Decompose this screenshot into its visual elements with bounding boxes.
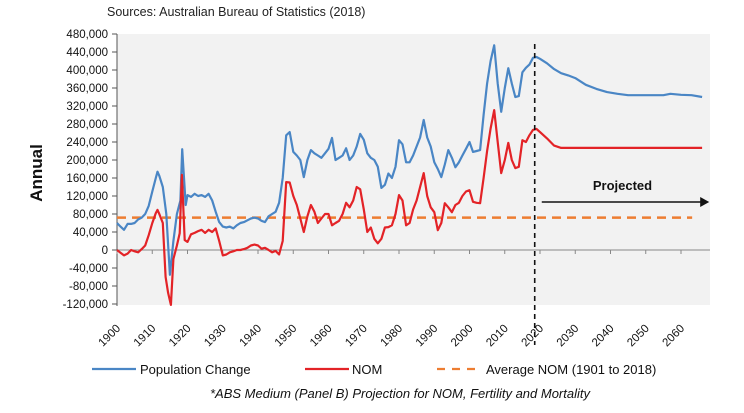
y-tick-label: -40,000	[69, 263, 108, 275]
x-tick-label: 1980	[379, 323, 406, 350]
y-tick-label: 0	[102, 245, 108, 257]
y-tick-label: 80,000	[73, 209, 108, 221]
series-group	[116, 44, 703, 306]
legend-label: Average NOM (1901 to 2018)	[486, 362, 656, 377]
x-tick-label: 1970	[343, 323, 370, 350]
y-tick-label: 240,000	[66, 137, 108, 149]
legend-label: Population Change	[140, 362, 251, 377]
source-note: Sources: Australian Bureau of Statistics…	[107, 5, 366, 19]
x-tick-label: 1960	[308, 323, 335, 350]
y-axis: 480,000 440,000 400,000 360,000 320,000 280,0…	[63, 29, 118, 311]
y-tick-label: 200,000	[66, 155, 108, 167]
projected-label: Projected	[593, 178, 652, 193]
x-tick-label: 1940	[238, 323, 265, 350]
x-tick-label: 1910	[132, 323, 159, 350]
x-tick-label: 2020	[520, 323, 547, 350]
y-tick-label: 320,000	[66, 101, 108, 113]
y-tick-label: 400,000	[66, 65, 108, 77]
footnote: *ABS Medium (Panel B) Projection for NOM…	[209, 386, 590, 401]
x-tick-label: 2030	[555, 323, 582, 350]
x-tick-label: 1920	[167, 323, 194, 350]
y-tick-label: 120,000	[66, 191, 108, 203]
x-tick-label: 2060	[661, 323, 688, 350]
y-tick-label: 360,000	[66, 83, 108, 95]
legend-label: NOM	[352, 362, 382, 377]
x-tick-label: 2050	[625, 323, 652, 350]
x-tick-label: 1950	[273, 323, 300, 350]
legend: Population Change NOM Average NOM (1901 to…	[92, 362, 656, 377]
projected-arrowhead-icon	[700, 197, 710, 207]
x-tick-label: 1990	[414, 323, 441, 350]
x-tick-label: 2040	[590, 323, 617, 350]
y-tick-label: 160,000	[66, 173, 108, 185]
x-tick-label: 1930	[202, 323, 229, 350]
y-tick-label: 280,000	[66, 119, 108, 131]
y-tick-label: 480,000	[66, 29, 108, 41]
y-tick-label: 40,000	[73, 227, 108, 239]
x-tick-label: 2010	[484, 323, 511, 350]
x-tick-label: 2000	[449, 323, 476, 350]
annotations: Projected	[533, 44, 710, 345]
x-tick-label: 1900	[97, 323, 124, 350]
y-tick-label: 440,000	[66, 47, 108, 59]
series-line-population-change	[116, 44, 703, 276]
y-tick-label: -80,000	[69, 281, 108, 293]
y-tick-label: -120,000	[63, 299, 108, 311]
series-line-nom	[116, 109, 703, 306]
plot-area	[117, 34, 710, 305]
